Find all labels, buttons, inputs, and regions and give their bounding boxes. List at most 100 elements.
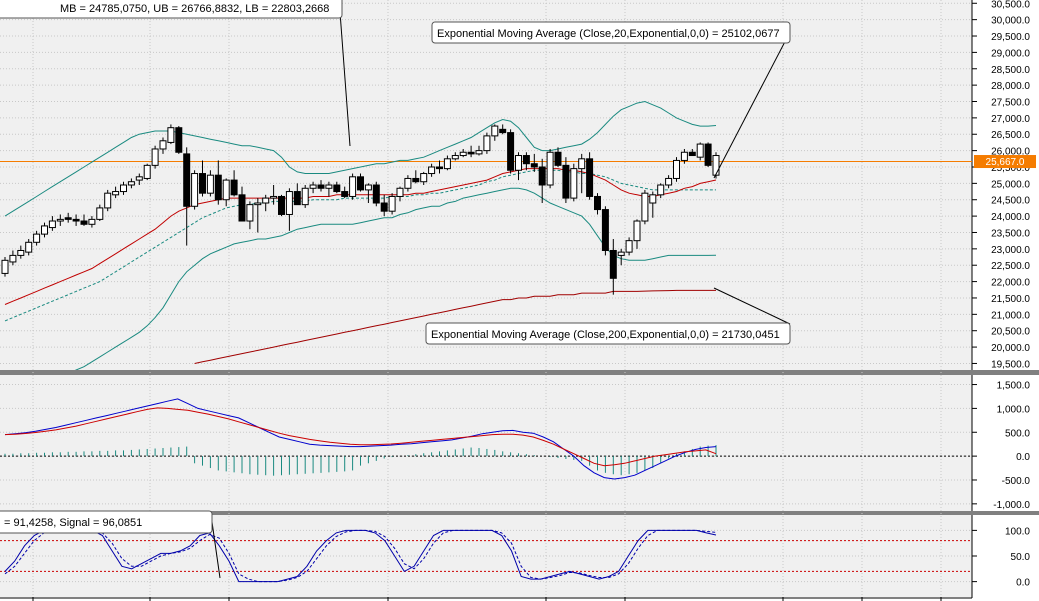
- candle[interactable]: [88, 216, 96, 228]
- candle[interactable]: [388, 193, 396, 215]
- candle[interactable]: [412, 170, 420, 184]
- candle[interactable]: [64, 212, 72, 223]
- candle[interactable]: [704, 142, 712, 167]
- candle[interactable]: [309, 181, 317, 194]
- candle[interactable]: [491, 124, 499, 141]
- candle[interactable]: [601, 206, 609, 256]
- candle[interactable]: [112, 186, 120, 199]
- panel-splitter-2[interactable]: [0, 511, 1039, 515]
- ema200-callout[interactable]: Exponential Moving Average (Close,200,Ex…: [425, 287, 791, 345]
- candle[interactable]: [151, 145, 159, 169]
- stochastic-callout[interactable]: = 91,4258, Signal = 96,0851: [0, 510, 221, 579]
- candle[interactable]: [649, 191, 657, 218]
- candle[interactable]: [293, 183, 301, 206]
- candle[interactable]: [80, 214, 88, 226]
- candle[interactable]: [48, 216, 56, 231]
- candle[interactable]: [483, 132, 491, 154]
- candle[interactable]: [167, 124, 175, 145]
- candle[interactable]: [127, 178, 135, 189]
- candle[interactable]: [222, 178, 230, 207]
- candle[interactable]: [515, 152, 522, 181]
- candle[interactable]: [364, 183, 372, 204]
- candle[interactable]: [507, 129, 515, 174]
- candle[interactable]: [436, 160, 443, 174]
- candle[interactable]: [341, 186, 349, 199]
- candle[interactable]: [570, 163, 578, 202]
- candle[interactable]: [246, 201, 254, 230]
- candle[interactable]: [183, 147, 191, 246]
- bollinger-callout[interactable]: MB = 24785,0750, UB = 26766,8832, LB = 2…: [0, 0, 351, 147]
- y-axis-area[interactable]: [972, 0, 1039, 601]
- candle[interactable]: [562, 157, 570, 204]
- candle[interactable]: [214, 160, 222, 205]
- candle[interactable]: [396, 186, 404, 202]
- candle[interactable]: [380, 194, 388, 217]
- candle[interactable]: [9, 250, 17, 266]
- candle[interactable]: [467, 145, 475, 158]
- candle[interactable]: [1, 257, 9, 277]
- candle[interactable]: [270, 185, 278, 205]
- candle[interactable]: [120, 181, 127, 195]
- candle[interactable]: [56, 214, 64, 226]
- candle[interactable]: [594, 193, 601, 215]
- candle-body-down: [183, 153, 191, 207]
- candle[interactable]: [459, 148, 467, 158]
- candle[interactable]: [41, 222, 48, 238]
- candle[interactable]: [554, 147, 562, 167]
- candle[interactable]: [104, 189, 112, 212]
- candle[interactable]: [230, 170, 238, 197]
- candle[interactable]: [428, 163, 436, 177]
- candle[interactable]: [17, 245, 25, 259]
- macd-panel[interactable]: [0, 375, 972, 511]
- candle[interactable]: [191, 170, 199, 210]
- candle[interactable]: [317, 180, 325, 192]
- candle[interactable]: [206, 170, 214, 197]
- candle[interactable]: [301, 185, 309, 208]
- candle[interactable]: [451, 152, 459, 161]
- candle[interactable]: [25, 239, 33, 256]
- candle[interactable]: [278, 194, 285, 217]
- candle[interactable]: [522, 152, 530, 171]
- candle[interactable]: [238, 186, 246, 222]
- candle[interactable]: [696, 142, 704, 161]
- candle[interactable]: [657, 183, 665, 199]
- candle[interactable]: [680, 148, 688, 164]
- candle[interactable]: [443, 155, 451, 171]
- candle[interactable]: [33, 230, 41, 246]
- candle[interactable]: [665, 175, 673, 189]
- candle[interactable]: [199, 160, 206, 197]
- candle[interactable]: [499, 124, 507, 135]
- candle[interactable]: [546, 148, 554, 189]
- candle[interactable]: [586, 152, 594, 200]
- candle[interactable]: [349, 173, 357, 200]
- candle[interactable]: [538, 158, 546, 204]
- ema20-callout[interactable]: Exponential Moving Average (Close,20,Exp…: [431, 21, 791, 179]
- candle[interactable]: [404, 175, 412, 192]
- candle[interactable]: [175, 126, 183, 154]
- candle[interactable]: [609, 239, 617, 295]
- candle[interactable]: [325, 181, 333, 197]
- candle[interactable]: [420, 171, 428, 185]
- panel-splitter-1[interactable]: [0, 370, 1039, 375]
- candle[interactable]: [262, 194, 270, 212]
- candle[interactable]: [135, 173, 143, 185]
- candle[interactable]: [333, 181, 341, 194]
- candle[interactable]: [254, 198, 262, 233]
- candle[interactable]: [578, 153, 586, 194]
- candle[interactable]: [72, 214, 80, 226]
- candle[interactable]: [625, 237, 633, 256]
- candle[interactable]: [372, 181, 380, 207]
- candle-body-down: [175, 127, 183, 153]
- candle[interactable]: [688, 148, 696, 157]
- candle[interactable]: [641, 189, 649, 225]
- candle[interactable]: [159, 137, 167, 154]
- candle[interactable]: [617, 248, 625, 266]
- candle[interactable]: [633, 219, 641, 249]
- candle[interactable]: [96, 204, 104, 222]
- candle[interactable]: [475, 145, 483, 156]
- candle[interactable]: [357, 173, 364, 192]
- candle[interactable]: [285, 188, 293, 231]
- candle[interactable]: [673, 157, 680, 182]
- candle[interactable]: [143, 163, 151, 181]
- candle[interactable]: [530, 153, 538, 172]
